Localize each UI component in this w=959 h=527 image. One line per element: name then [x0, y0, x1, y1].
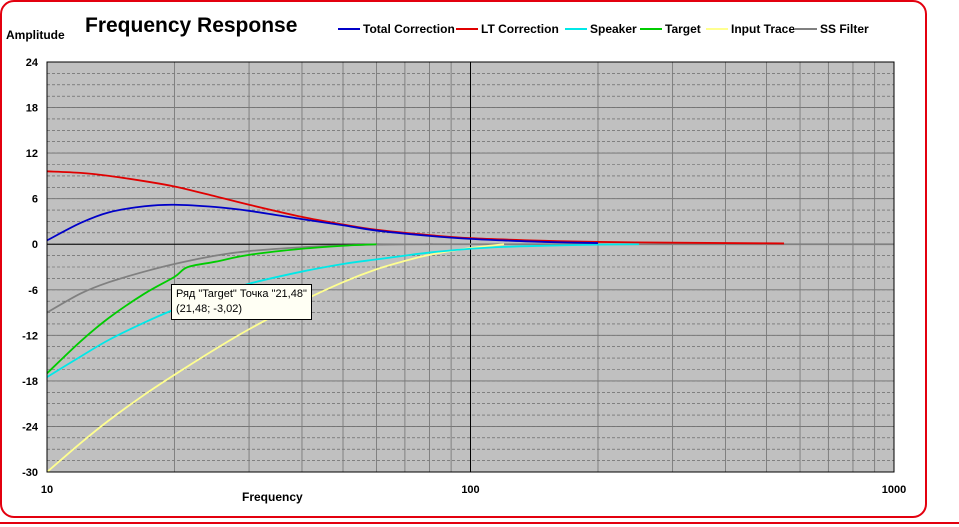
y-tick-label: -12 [22, 330, 38, 342]
tooltip-line-1: Ряд "Target" Точка "21,48" [176, 288, 307, 300]
chart-title: Frequency Response [85, 14, 297, 37]
y-tick-label: 12 [26, 148, 38, 160]
y-tick-label: -24 [22, 421, 39, 433]
bottom-border-line [0, 522, 959, 524]
legend-label-total-correction: Total Correction [363, 22, 455, 36]
legend-label-speaker: Speaker [590, 22, 637, 36]
y-tick-label: 18 [26, 103, 38, 115]
x-axis-title: Frequency [242, 490, 303, 504]
y-tick-label: 6 [32, 194, 38, 206]
legend-label-lt-correction: LT Correction [481, 22, 559, 36]
legend-label-input-trace: Input Trace [731, 22, 795, 36]
y-tick-label: 0 [32, 239, 38, 251]
series-line-target [46, 243, 377, 374]
x-tick-label: 10 [41, 484, 53, 496]
y-tick-label: -6 [28, 285, 38, 297]
data-point-tooltip: Ряд "Target" Точка "21,48" (21,48; -3,02… [171, 284, 312, 320]
tooltip-line-2: (21,48; -3,02) [176, 303, 243, 315]
x-tick-label: 1000 [882, 484, 906, 496]
legend-label-target: Target [665, 22, 701, 36]
plot-border [46, 61, 895, 473]
legend: Total Correction LT Correction Speaker Targ… [338, 22, 869, 36]
series-line-ss-filter [46, 243, 894, 314]
series-line-speaker [46, 243, 640, 378]
x-tick-label: 100 [461, 484, 479, 496]
y-tick-label: -30 [22, 467, 38, 479]
series-line-total-correction [46, 203, 599, 244]
y-axis-title: Amplitude [6, 28, 65, 42]
y-tick-label: 24 [26, 57, 39, 69]
y-tick-label: -18 [22, 376, 38, 388]
legend-label-ss-filter: SS Filter [820, 22, 869, 36]
